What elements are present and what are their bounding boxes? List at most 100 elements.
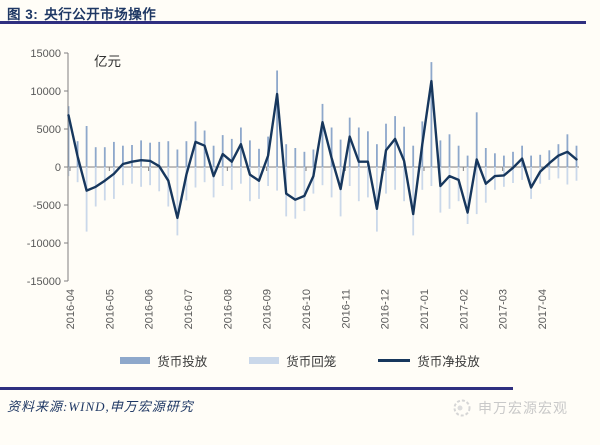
withdrawal-bar xyxy=(140,167,142,187)
x-tick-label: 2016-07 xyxy=(183,289,195,329)
legend-label-injection: 货币投放 xyxy=(157,354,208,369)
injection-bar xyxy=(158,141,161,167)
withdrawal-bar xyxy=(376,167,378,232)
withdrawal-bar xyxy=(131,167,133,184)
withdrawal-bar xyxy=(539,167,542,184)
injection-bar xyxy=(294,148,297,167)
withdrawal-bar xyxy=(385,167,387,194)
legend-item-injection: 货币投放 xyxy=(120,351,207,370)
injection-bar xyxy=(185,141,188,167)
y-tick-label: 0 xyxy=(55,162,61,174)
injection-bar xyxy=(122,145,124,167)
withdrawal-bar xyxy=(403,167,405,202)
x-tick-label: 2017-01 xyxy=(419,289,431,329)
legend-label-net: 货币净投放 xyxy=(417,354,480,369)
injection-bar xyxy=(539,154,542,167)
injection-bar xyxy=(466,155,469,167)
withdrawal-bar xyxy=(249,167,251,202)
watermark-text: 申万宏源宏观 xyxy=(478,400,568,416)
injection-bar xyxy=(484,148,487,167)
withdrawal-bar xyxy=(367,167,369,198)
x-tick-label: 2016-08 xyxy=(222,289,234,329)
withdrawal-bar xyxy=(113,167,115,199)
withdrawal-bar xyxy=(122,167,124,186)
unit-label: 亿元 xyxy=(94,54,121,69)
injection-bar xyxy=(548,150,551,167)
y-tick-label: -10000 xyxy=(27,238,61,250)
source-text: 资料来源:WIND,申万宏源研究 xyxy=(7,396,194,415)
injection-bar xyxy=(457,145,460,167)
injection-bar xyxy=(258,148,260,167)
injection-bar xyxy=(439,140,442,167)
legend-item-net: 货币净投放 xyxy=(378,351,480,370)
withdrawal-bar xyxy=(448,167,451,209)
withdrawal-bar xyxy=(357,167,360,202)
injection-bar xyxy=(167,141,170,167)
withdrawal-bar xyxy=(339,167,342,217)
footer-divider xyxy=(0,387,513,390)
injection-bar xyxy=(330,127,333,167)
injection-bar xyxy=(140,140,142,167)
injection-bar xyxy=(149,142,151,167)
withdrawal-bar xyxy=(76,167,79,183)
withdrawal-bar xyxy=(512,167,514,183)
injection-bar xyxy=(530,155,532,167)
withdrawal-bar xyxy=(557,167,560,179)
injection-bar xyxy=(113,141,115,167)
withdrawal-bar xyxy=(566,167,569,185)
injection-bar xyxy=(276,70,278,167)
withdrawal-bar xyxy=(475,167,478,215)
x-tick-label: 2016-06 xyxy=(144,289,156,329)
withdrawal-bar xyxy=(421,167,424,190)
withdrawal-bar xyxy=(203,167,206,183)
x-tick-label: 2016-04 xyxy=(65,289,77,329)
source-label: 资料来源:WIND,申万宏源研究 xyxy=(7,399,194,414)
withdrawal-bar xyxy=(321,167,324,186)
injection-bar xyxy=(412,145,415,167)
x-tick-label: 2016-05 xyxy=(104,289,116,329)
legend-item-withdrawal: 货币回笼 xyxy=(249,351,336,370)
injection-bar xyxy=(403,126,405,167)
withdrawal-bar xyxy=(276,167,278,191)
withdrawal-bar-swatch xyxy=(249,356,280,364)
injection-bar xyxy=(321,103,324,167)
injection-bar xyxy=(503,155,505,167)
withdrawal-bar xyxy=(221,167,224,186)
chart-canvas: 15000 10000 5000 0 -5000 -10000 -15000 亿元 2016-0… xyxy=(27,48,579,329)
withdrawal-bar xyxy=(303,167,306,212)
withdrawal-bar xyxy=(176,167,179,236)
injection-bar xyxy=(230,138,233,167)
y-tick-label: 5000 xyxy=(37,124,61,136)
y-tick-label: 15000 xyxy=(30,48,61,60)
withdrawal-bar xyxy=(348,167,351,186)
figure-title: 央行公开市场操作 xyxy=(44,7,157,22)
x-tick-label: 2016-09 xyxy=(262,289,274,329)
injection-bar xyxy=(430,62,433,167)
withdrawal-bar xyxy=(258,167,260,199)
withdrawal-bar xyxy=(412,167,415,236)
withdrawal-bar xyxy=(312,167,315,194)
x-tick-label: 2017-04 xyxy=(537,289,549,329)
watermark-logo-icon xyxy=(452,398,472,418)
x-tick-label: 2016-10 xyxy=(301,289,313,329)
x-tick-label: 2016-12 xyxy=(380,289,392,329)
omo-chart: 15000 10000 5000 0 -5000 -10000 -15000 亿元 2016-0… xyxy=(27,48,579,329)
withdrawal-bar xyxy=(167,167,170,207)
injection-bar xyxy=(376,144,378,167)
withdrawal-bar xyxy=(521,167,523,180)
x-tick-label: 2017-03 xyxy=(498,289,510,329)
net-line-swatch xyxy=(378,358,411,362)
injection-bar xyxy=(339,139,342,167)
withdrawal-bar xyxy=(466,167,469,224)
injection-bar xyxy=(85,126,88,167)
injection-bar xyxy=(521,145,523,167)
withdrawal-bar xyxy=(330,167,333,198)
figure-caption: 图 3: 央行公开市场操作 xyxy=(7,3,157,22)
withdrawal-bar xyxy=(394,167,396,190)
withdrawal-bar xyxy=(149,167,151,186)
withdrawal-bar xyxy=(494,167,496,190)
watermark: 申万宏源宏观 xyxy=(452,398,568,418)
injection-bar xyxy=(312,149,315,167)
withdrawal-bar xyxy=(185,167,188,201)
